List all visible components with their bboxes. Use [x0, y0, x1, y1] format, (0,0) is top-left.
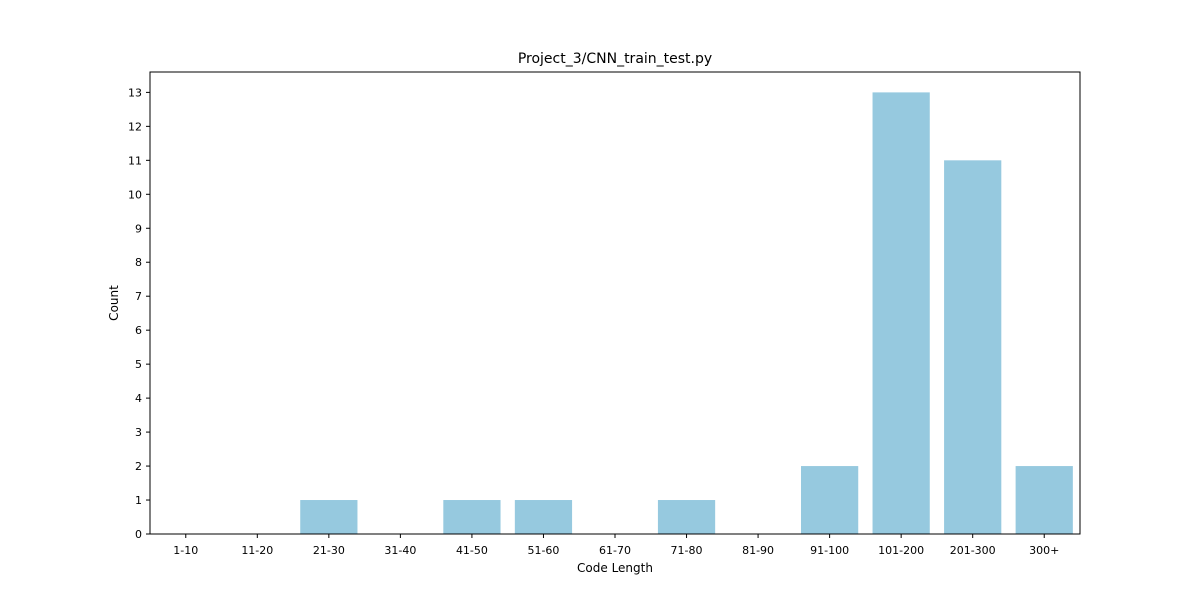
bar-101-200 [872, 92, 930, 534]
y-tick-label: 13 [128, 86, 142, 99]
y-tick-label: 0 [135, 528, 142, 541]
y-axis-label: Count [107, 285, 121, 321]
y-tick-label: 9 [135, 222, 142, 235]
x-tick-label: 71-80 [671, 544, 703, 557]
y-tick-label: 10 [128, 188, 142, 201]
bar-21-30 [300, 500, 358, 534]
plot-frame [149, 71, 1081, 535]
x-tick-label: 300+ [1029, 544, 1059, 557]
bar-201-300 [944, 160, 1002, 534]
x-tick-label: 1-10 [173, 544, 198, 557]
bar-71-80 [657, 500, 716, 534]
x-tick-label: 31-40 [384, 544, 416, 557]
y-tick-label: 5 [135, 358, 142, 371]
x-tick-label: 41-50 [456, 544, 488, 557]
y-tick-label: 12 [128, 120, 142, 133]
x-tick-label: 61-70 [599, 544, 631, 557]
y-tick-label: 1 [135, 494, 142, 507]
bar-41-50 [443, 500, 501, 534]
y-tick-label: 6 [135, 324, 142, 337]
y-tick-label: 4 [135, 392, 142, 405]
x-tick-label: 21-30 [313, 544, 345, 557]
y-tick-label: 3 [135, 426, 142, 439]
x-tick-label: 101-200 [878, 544, 924, 557]
x-tick-label: 91-100 [810, 544, 849, 557]
bar-300+ [1015, 466, 1073, 534]
bar-91-100 [801, 466, 859, 534]
y-tick-label: 2 [135, 460, 142, 473]
x-axis-label: Code Length [577, 561, 653, 575]
y-tick-label: 11 [128, 154, 142, 167]
bar-51-60 [514, 500, 573, 534]
bars-layer [300, 92, 1073, 534]
x-axis: 1-10 11-20 21-30 31-40 41-50 51-60 61-70 71-80 8… [173, 534, 1059, 557]
x-tick-label: 81-90 [742, 544, 774, 557]
x-tick-label: 11-20 [241, 544, 273, 557]
x-tick-label: 51-60 [527, 544, 559, 557]
y-tick-label: 7 [135, 290, 142, 303]
chart-title: Project_3/CNN_train_test.py [518, 51, 712, 67]
x-tick-label: 201-300 [950, 544, 996, 557]
y-tick-label: 8 [135, 256, 142, 269]
